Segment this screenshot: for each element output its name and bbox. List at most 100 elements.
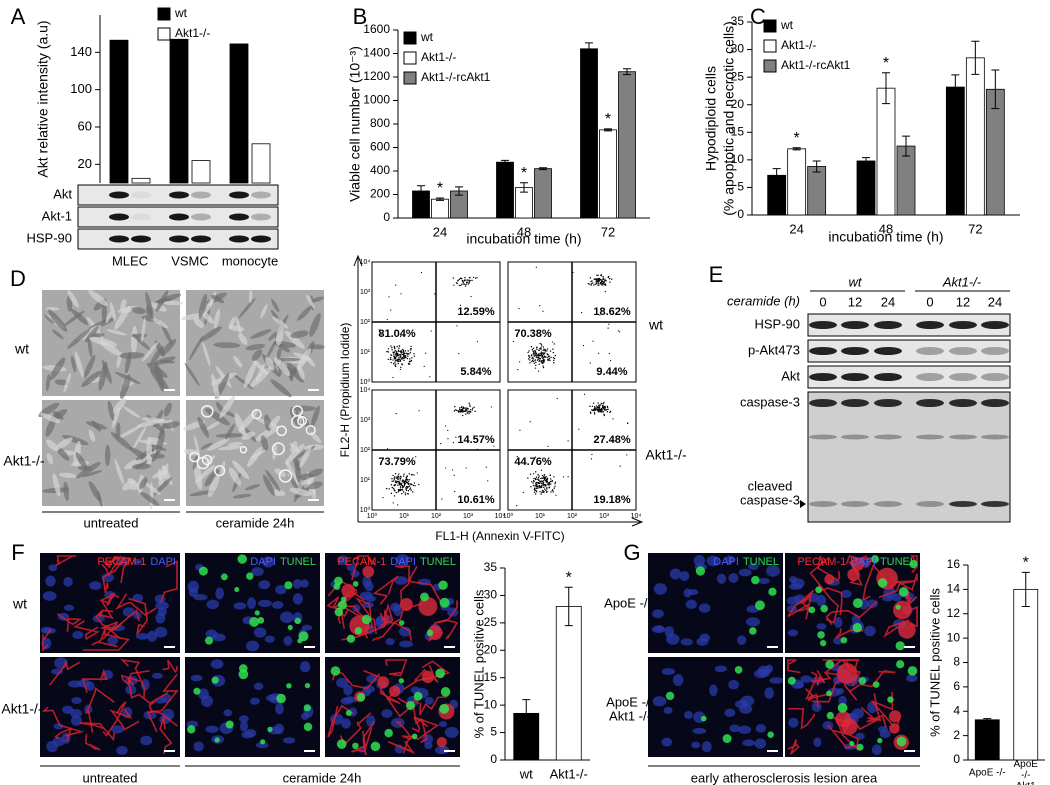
nucleus xyxy=(742,739,755,747)
event xyxy=(543,475,545,478)
blot-label: HSP-90 xyxy=(754,316,800,331)
event xyxy=(544,352,546,354)
cell xyxy=(268,415,281,429)
bar xyxy=(1013,588,1039,761)
nucleus xyxy=(205,725,219,733)
vessel xyxy=(102,556,125,593)
event xyxy=(600,411,603,413)
event xyxy=(400,352,403,354)
y-tick-label: 35 xyxy=(731,14,745,28)
event xyxy=(398,345,400,347)
round-cell xyxy=(251,408,262,420)
event xyxy=(527,358,530,360)
nucleus xyxy=(152,672,163,679)
cell xyxy=(254,425,280,442)
event xyxy=(406,357,409,360)
event xyxy=(596,280,599,282)
event xyxy=(536,481,538,484)
event xyxy=(400,485,402,487)
nucleus xyxy=(811,701,822,713)
panel-label: E xyxy=(709,262,724,287)
event xyxy=(400,356,402,359)
cell xyxy=(219,395,235,419)
nucleus xyxy=(699,633,710,643)
row-label: wt xyxy=(648,317,663,333)
event xyxy=(598,280,600,282)
cell xyxy=(297,305,313,321)
vessel xyxy=(148,700,178,727)
event xyxy=(534,485,536,487)
cell xyxy=(233,356,243,368)
group-label: Akt1-/- xyxy=(942,274,982,289)
y-tick-label: 100 xyxy=(70,81,92,96)
event xyxy=(396,360,398,362)
cell xyxy=(310,296,324,303)
event xyxy=(397,362,399,365)
vessel xyxy=(351,727,373,753)
event xyxy=(461,409,463,411)
event xyxy=(534,487,536,489)
quadrant-percent: 81.04% xyxy=(378,328,416,340)
x-tick-label: 24 xyxy=(789,221,803,236)
nucleus xyxy=(346,563,356,572)
event xyxy=(468,282,470,284)
nucleus xyxy=(866,599,879,609)
event xyxy=(392,351,394,353)
event xyxy=(600,402,603,405)
event xyxy=(390,492,393,495)
cell xyxy=(193,318,204,328)
y-tick-label: 25 xyxy=(731,69,745,83)
event xyxy=(531,481,533,483)
nucleus xyxy=(140,678,150,691)
tunel-dot xyxy=(755,600,765,611)
tunel-dot xyxy=(815,586,823,594)
error-bar xyxy=(882,72,890,105)
event xyxy=(398,481,400,484)
blot-band xyxy=(916,373,944,381)
blot-band xyxy=(809,501,837,507)
event xyxy=(398,360,400,362)
event xyxy=(604,278,606,280)
event xyxy=(406,475,408,477)
nucleus xyxy=(906,674,918,682)
column-label: untreated xyxy=(83,770,138,785)
cell xyxy=(202,341,211,367)
blot-band xyxy=(229,235,249,243)
cell xyxy=(120,299,127,312)
event xyxy=(397,478,399,481)
nucleus xyxy=(663,706,673,715)
legend-label: wt xyxy=(174,6,188,20)
event xyxy=(535,356,538,358)
error-bar xyxy=(792,147,801,151)
vessel xyxy=(73,620,100,641)
event xyxy=(409,483,411,485)
nucleus xyxy=(258,599,272,608)
event xyxy=(550,491,552,493)
nucleus xyxy=(737,635,747,646)
blot-band xyxy=(229,213,249,221)
nucleus xyxy=(724,708,736,717)
event xyxy=(453,284,455,286)
y-axis-title: Hypodiploid cells xyxy=(703,66,719,171)
event xyxy=(534,478,537,481)
event xyxy=(393,363,395,365)
event xyxy=(391,480,393,482)
nucleus xyxy=(210,659,224,669)
event xyxy=(461,279,464,282)
event xyxy=(454,409,457,411)
event xyxy=(535,485,537,487)
nucleus xyxy=(664,626,675,638)
y-axis-title: (% apoptotic and necrotic cells) xyxy=(721,21,737,216)
nucleus xyxy=(381,709,393,718)
event xyxy=(550,356,552,359)
cell xyxy=(198,294,208,319)
event xyxy=(542,310,544,312)
event xyxy=(394,473,397,475)
event xyxy=(447,438,449,440)
event xyxy=(590,412,592,414)
event xyxy=(454,405,456,408)
event xyxy=(440,443,442,445)
y-tick-label: 1400 xyxy=(363,46,390,60)
event xyxy=(457,410,460,412)
event xyxy=(538,349,540,352)
